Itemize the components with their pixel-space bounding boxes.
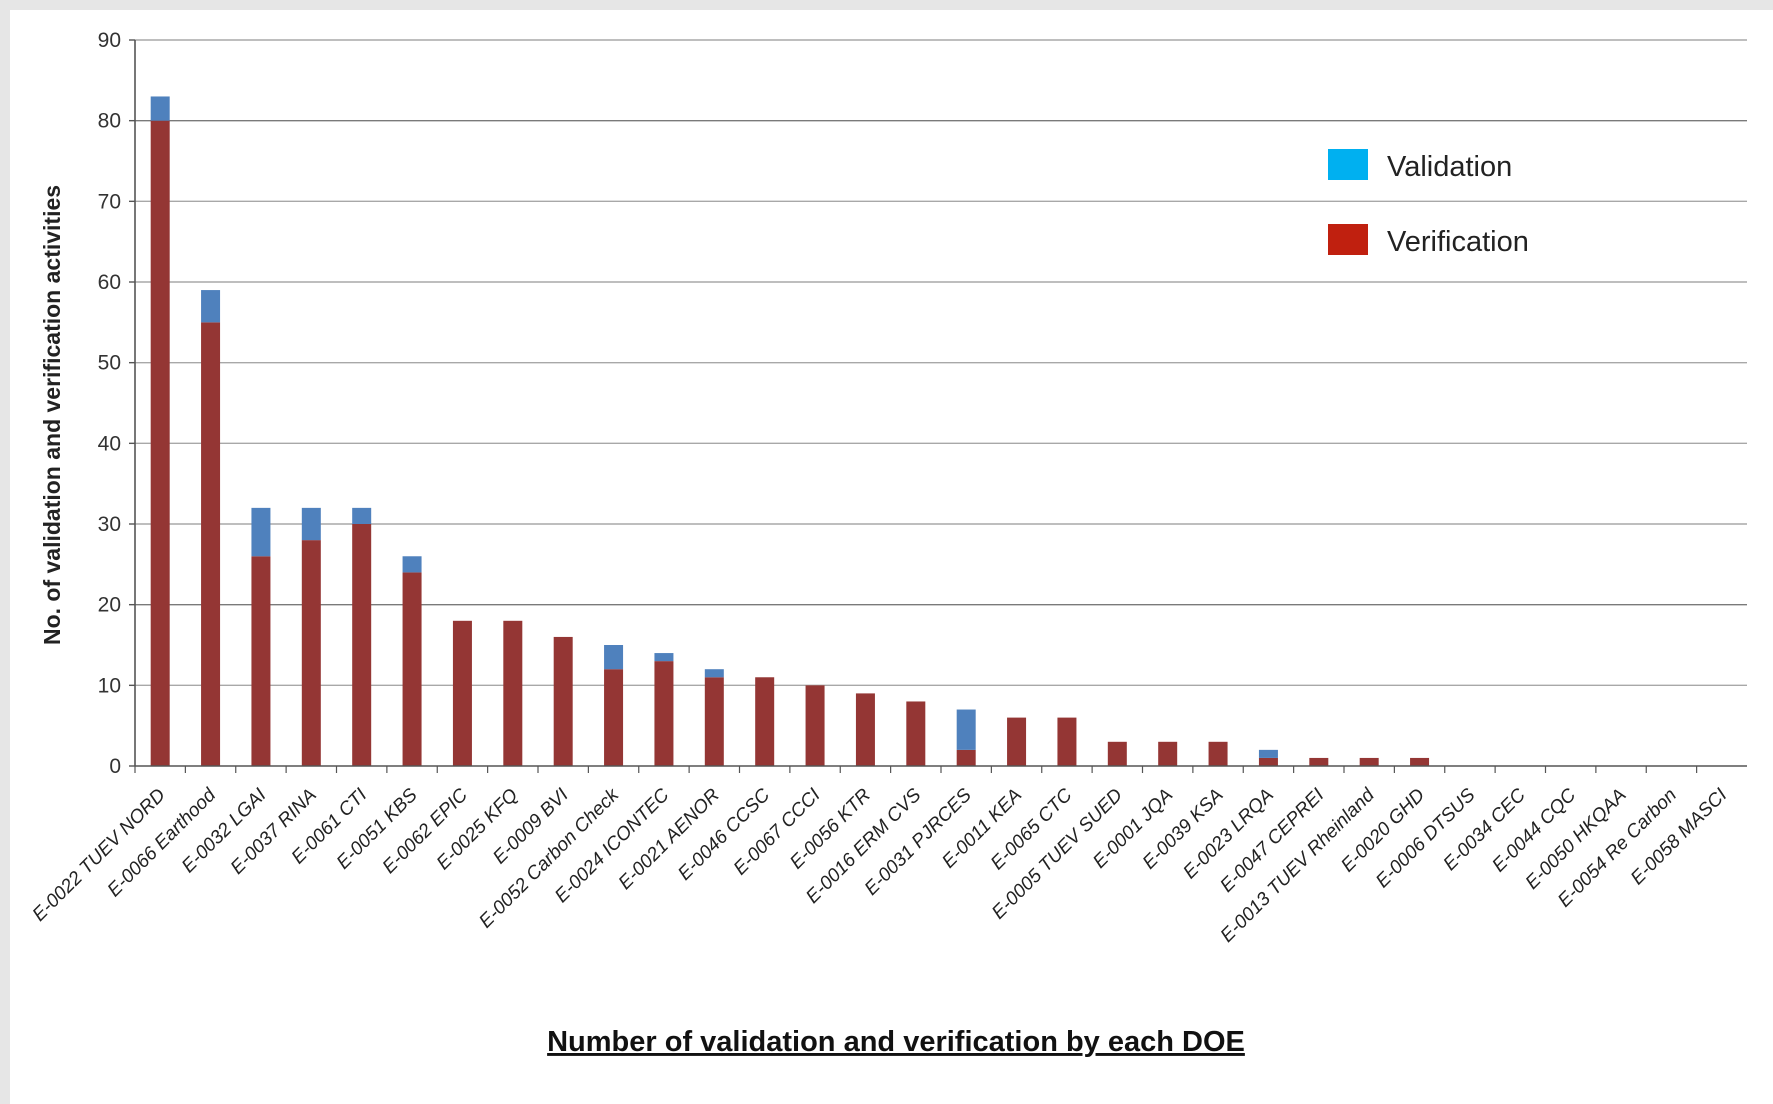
legend: Validation Verification [1328, 149, 1529, 258]
stacked-bar-chart: 0 10 20 30 40 50 60 70 80 90 E-0022 TUEV NORDE-00… [29, 29, 1747, 1058]
bar-verification-e-0037-rina [301, 540, 321, 766]
bar-verification-e-0039-ksa [1208, 741, 1228, 766]
bar-verification-e-0051-kbs [402, 572, 422, 766]
bar-verification-e-0020-ghd [1410, 757, 1430, 766]
x-tick-label-e-0067-ccci: E-0067 CCCI [730, 784, 825, 879]
bar-validation-e-0023-lrqa [1258, 749, 1278, 758]
bar-validation-e-0061-cti [352, 507, 372, 524]
y-tick-label-30: 30 [98, 513, 121, 536]
y-tick-label-90: 90 [98, 29, 121, 52]
bar-validation-e-0032-lgai [251, 507, 271, 557]
bar-verification-e-0065-ctc [1057, 717, 1077, 766]
bar-validation-e-0037-rina [301, 507, 321, 541]
bar-validation-e-0024-icontec [654, 653, 674, 662]
bar-verification-e-0001-jqa [1158, 741, 1178, 766]
bar-verification-e-0031-pjrces [956, 749, 976, 766]
y-tick-label-10: 10 [98, 674, 121, 697]
y-tick-label-70: 70 [98, 190, 121, 213]
bar-validation-e-0052-carbon-check [604, 645, 624, 670]
bar-verification-e-0067-ccci [805, 685, 825, 766]
axes [129, 39, 1747, 773]
y-axis-label: No. of validation and verification activ… [39, 185, 65, 645]
bar-verification-e-0056-ktr [855, 693, 875, 766]
bar-verification-e-0066-earthood [201, 322, 221, 766]
bars [150, 96, 1430, 766]
bar-verification-e-0032-lgai [251, 556, 271, 766]
legend-label-validation: Validation [1387, 151, 1512, 183]
chart-panel: 0 10 20 30 40 50 60 70 80 90 E-0022 TUEV NORD E-00… [10, 10, 1773, 1104]
bar-verification-e-0022-tuev-nord [150, 120, 170, 766]
chart-title: Number of validation and verification by… [547, 1026, 1245, 1058]
y-tick-labels: 0 10 20 30 40 50 60 70 80 90 [98, 29, 121, 778]
bar-verification-e-0005-tuev-sued [1107, 741, 1127, 766]
bar-verification-e-0021-aenor [704, 677, 724, 766]
legend-swatch-validation [1328, 149, 1368, 180]
bar-verification-e-0061-cti [352, 524, 372, 766]
bar-validation-e-0051-kbs [402, 556, 422, 573]
bar-validation-e-0022-tuev-nord [150, 96, 170, 121]
bar-verification-e-0024-icontec [654, 661, 674, 766]
y-tick-label-60: 60 [98, 271, 121, 294]
bar-verification-e-0046-ccsc [755, 677, 775, 766]
bar-verification-e-0011-kea [1007, 717, 1027, 766]
bar-validation-e-0066-earthood [201, 290, 221, 323]
y-tick-label-80: 80 [98, 110, 121, 133]
y-tick-label-20: 20 [98, 594, 121, 617]
y-tick-label-0: 0 [109, 755, 121, 778]
bar-verification-e-0013-tuev-rheinland [1359, 757, 1379, 766]
bar-verification-e-0016-erm-cvs [906, 701, 926, 766]
legend-label-verification: Verification [1387, 226, 1529, 258]
bar-validation-e-0021-aenor [704, 669, 724, 678]
bar-verification-e-0047-ceprei [1309, 757, 1329, 766]
bar-verification-e-0023-lrqa [1258, 757, 1278, 766]
bar-verification-e-0009-bvi [553, 636, 573, 766]
bar-validation-e-0031-pjrces [956, 709, 976, 750]
bar-verification-e-0062-epic [452, 620, 472, 766]
gridlines [135, 39, 1747, 687]
bar-verification-e-0025-kfq [503, 620, 523, 766]
legend-swatch-verification [1328, 224, 1368, 255]
y-tick-label-50: 50 [98, 352, 121, 375]
bar-verification-e-0052-carbon-check [604, 669, 624, 766]
y-tick-label-40: 40 [98, 432, 121, 455]
